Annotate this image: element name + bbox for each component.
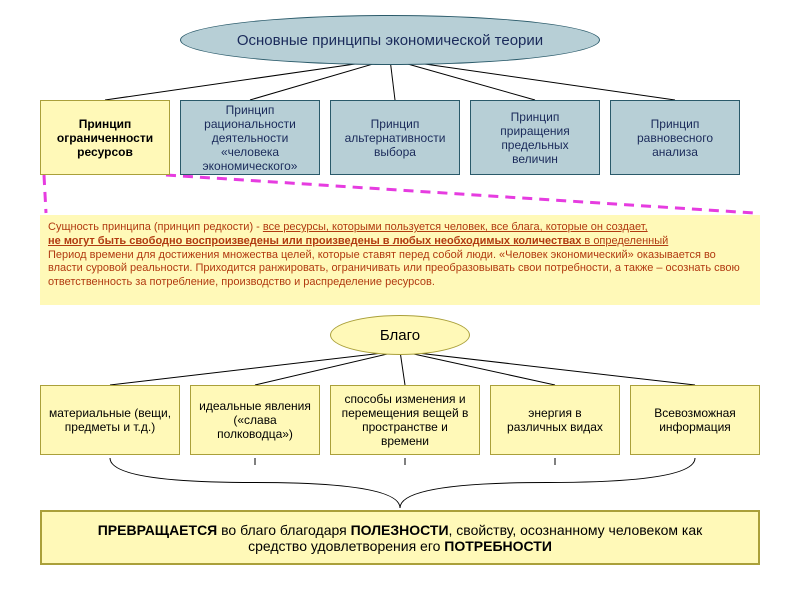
bottom-word1: ПРЕВРАЩАЕТСЯ bbox=[98, 522, 218, 538]
blago-item-0: материальные (вещи, предметы и т.д.) bbox=[40, 385, 180, 455]
blago-item-label-3: энергия в различных видах bbox=[497, 406, 613, 434]
blago-item-1: идеальные явления («слава полководца») bbox=[190, 385, 320, 455]
desc-lead: Сущность принципа (принцип редкости) - bbox=[48, 221, 263, 233]
bottom-conclusion-box: ПРЕВРАЩАЕТСЯ во благо благодаря ПОЛЕЗНОС… bbox=[40, 510, 760, 565]
main-title-ellipse: Основные принципы экономической теории bbox=[180, 15, 600, 65]
principle-box-2: Принцип альтернативности выбора bbox=[330, 100, 460, 175]
desc-rest: Период времени для достижения множества … bbox=[48, 249, 740, 289]
principle-box-3: Принцип приращения предельных величин bbox=[470, 100, 600, 175]
principle-box-1: Принцип рациональности деятельности «чел… bbox=[180, 100, 320, 175]
principle-label-0: Принцип ограниченности ресурсов bbox=[47, 117, 163, 159]
blago-item-label-1: идеальные явления («слава полководца») bbox=[197, 399, 313, 441]
blago-item-label-4: Всевозможная информация bbox=[637, 406, 753, 434]
description-box: Сущность принципа (принцип редкости) - в… bbox=[40, 215, 760, 305]
desc-underline2-tail: в определенный bbox=[581, 235, 668, 247]
bottom-word2: во благо благодаря bbox=[217, 522, 350, 538]
principle-label-2: Принцип альтернативности выбора bbox=[337, 117, 453, 159]
main-title-text: Основные принципы экономической теории bbox=[237, 32, 543, 49]
principle-label-3: Принцип приращения предельных величин bbox=[477, 110, 593, 166]
blago-item-4: Всевозможная информация bbox=[630, 385, 760, 455]
desc-underline1: все ресурсы, которыми пользуется человек… bbox=[263, 221, 648, 233]
bottom-word3: ПОЛЕЗНОСТИ bbox=[351, 522, 449, 538]
bottom-word5: ПОТРЕБНОСТИ bbox=[444, 538, 552, 554]
blago-item-label-2: способы изменения и перемещения вещей в … bbox=[337, 392, 473, 448]
blago-item-label-0: материальные (вещи, предметы и т.д.) bbox=[47, 406, 173, 434]
principle-box-0: Принцип ограниченности ресурсов bbox=[40, 100, 170, 175]
principle-box-4: Принцип равновесного анализа bbox=[610, 100, 740, 175]
bottom-text: ПРЕВРАЩАЕТСЯ во благо благодаря ПОЛЕЗНОС… bbox=[72, 522, 728, 554]
blago-ellipse: Благо bbox=[330, 315, 470, 355]
blago-item-2: способы изменения и перемещения вещей в … bbox=[330, 385, 480, 455]
desc-underline2-bold: не могут быть свободно воспроизведены ил… bbox=[48, 235, 581, 247]
blago-title: Благо bbox=[380, 327, 420, 344]
principle-label-1: Принцип рациональности деятельности «чел… bbox=[187, 103, 313, 173]
principle-label-4: Принцип равновесного анализа bbox=[617, 117, 733, 159]
blago-item-3: энергия в различных видах bbox=[490, 385, 620, 455]
